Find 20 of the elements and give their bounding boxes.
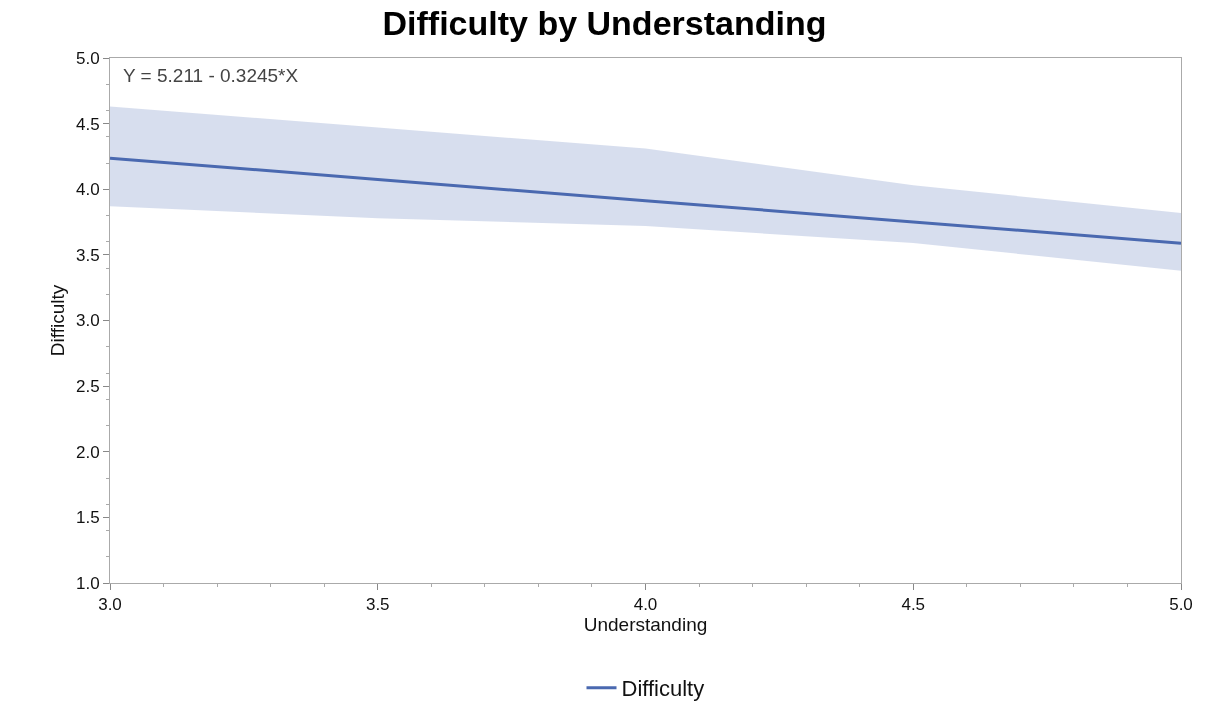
x-tick-label: 3.5 [365, 595, 390, 615]
x-tick-label: 4.0 [633, 595, 658, 615]
x-tick-label: 4.5 [901, 595, 926, 615]
line-series [110, 156, 1181, 245]
chart-title: Difficulty by Understanding [382, 3, 827, 42]
x-tick-label: 3.0 [98, 595, 122, 615]
y-tick-label: 4.0 [75, 180, 100, 200]
y-axis-title: Difficulty [46, 284, 68, 357]
y-tick-label: 3.0 [75, 311, 100, 331]
y-tick-label: 2.5 [75, 377, 100, 397]
legend-label: Difficulty [621, 676, 705, 702]
y-tick-label: 2.0 [75, 442, 100, 462]
y-tick-label: 4.5 [75, 114, 100, 134]
x-axis-title: Understanding [583, 614, 708, 636]
y-tick-label: 1.5 [75, 508, 100, 528]
x-tick-label: 5.0 [1169, 595, 1193, 615]
y-tick-label: 5.0 [75, 48, 100, 68]
y-tick-label: 3.5 [75, 245, 100, 265]
annotation: Y = 5.211 - 0.3245*X [123, 65, 299, 86]
y-tick-label: 1.0 [75, 573, 100, 593]
